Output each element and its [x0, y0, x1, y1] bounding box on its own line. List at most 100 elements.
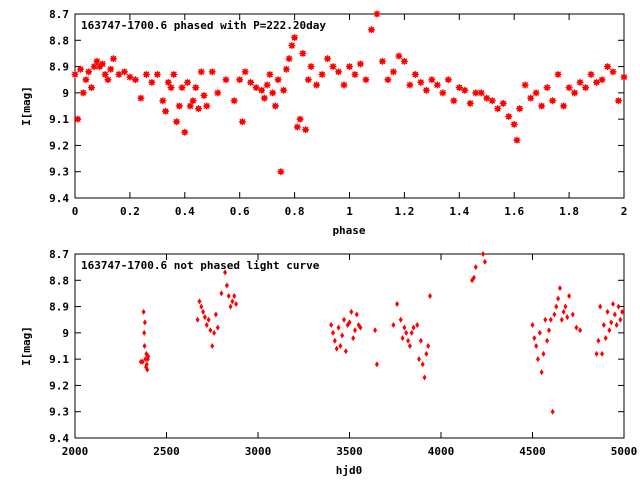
data-point: [422, 86, 430, 94]
data-point: [532, 89, 540, 97]
data-point: [539, 369, 544, 376]
data-point: [313, 81, 321, 89]
data-point: [415, 321, 420, 328]
data-point: [444, 76, 452, 84]
data-point: [230, 298, 235, 305]
data-point: [400, 335, 405, 342]
data-point: [236, 76, 244, 84]
data-point: [384, 76, 392, 84]
data-point: [549, 97, 557, 105]
y-tick-label: 9.1: [49, 113, 69, 126]
data-point: [260, 94, 268, 102]
data-point: [418, 337, 423, 344]
data-point: [204, 321, 209, 328]
data-point: [199, 303, 204, 310]
data-point: [513, 136, 521, 144]
data-point: [400, 57, 408, 65]
data-point: [336, 324, 341, 331]
data-point: [340, 332, 345, 339]
data-point: [143, 356, 148, 363]
data-point: [614, 321, 619, 328]
data-point: [142, 319, 147, 326]
data-point: [426, 343, 431, 349]
data-point: [499, 99, 507, 107]
data-point: [215, 324, 220, 331]
x-tick-label: 0.6: [230, 205, 250, 218]
data-point: [202, 314, 207, 321]
data-point: [604, 63, 612, 71]
data-point: [472, 89, 480, 97]
data-point: [571, 89, 579, 97]
data-point: [563, 303, 568, 310]
data-point: [557, 285, 562, 292]
data-point: [277, 168, 285, 176]
data-point: [428, 293, 433, 300]
data-point: [274, 76, 282, 84]
data-point: [189, 97, 197, 105]
data-point: [541, 350, 546, 357]
data-point: [338, 343, 343, 349]
data-point: [620, 308, 625, 315]
y-tick-label: 9: [62, 87, 69, 100]
data-point: [354, 311, 359, 318]
data-point: [601, 321, 606, 328]
data-point: [424, 350, 429, 357]
data-point: [137, 94, 145, 102]
axis-ticks: 2000 2500 3000 3500 4000 4500 5000 8.7 8.8 8.9 9 9.…: [49, 248, 637, 458]
data-point: [343, 348, 348, 355]
data-point: [210, 343, 215, 349]
data-point: [561, 308, 566, 315]
data-point: [428, 76, 436, 84]
x-tick-label: 1.8: [559, 205, 579, 218]
data-point: [609, 319, 614, 326]
data-points: [138, 251, 625, 415]
data-point: [206, 316, 211, 323]
data-point: [142, 343, 147, 349]
y-axis-label: I[mag]: [20, 86, 33, 126]
data-point: [226, 293, 231, 300]
data-point: [548, 316, 553, 323]
y-axis-label: I[mag]: [20, 326, 33, 366]
data-point: [570, 311, 575, 318]
data-point: [527, 94, 535, 102]
data-point: [439, 89, 447, 97]
data-point: [203, 102, 211, 110]
x-tick-label: 2000: [62, 445, 89, 458]
y-tick-label: 9.2: [49, 379, 69, 392]
y-tick-label: 8.8: [49, 274, 69, 287]
data-point: [607, 327, 612, 334]
x-tick-label: 4500: [519, 445, 546, 458]
data-point: [505, 113, 513, 121]
data-point: [120, 68, 128, 76]
data-point: [574, 324, 579, 331]
data-point: [543, 316, 548, 323]
data-point: [417, 356, 422, 363]
x-axis-label: phase: [332, 224, 365, 237]
data-point: [76, 65, 84, 73]
data-point: [167, 84, 175, 92]
data-point: [200, 91, 208, 99]
data-point: [332, 337, 337, 344]
chart-title: 163747-1700.6 not phased light curve: [81, 259, 320, 272]
data-point: [164, 78, 172, 86]
data-point: [302, 126, 310, 134]
data-point: [433, 81, 441, 89]
data-point: [181, 128, 189, 136]
data-point: [219, 290, 224, 297]
data-point: [461, 86, 469, 94]
data-point: [140, 358, 145, 365]
x-tick-label: 1.4: [449, 205, 469, 218]
data-point: [482, 258, 487, 265]
data-point: [175, 102, 183, 110]
data-point: [373, 327, 378, 334]
data-point: [620, 73, 628, 81]
data-point: [71, 70, 79, 78]
data-point: [556, 295, 561, 302]
data-point: [510, 120, 518, 128]
data-point: [398, 316, 403, 323]
data-point: [473, 264, 478, 271]
data-point: [271, 102, 279, 110]
data-point: [411, 70, 419, 78]
data-point: [173, 118, 181, 126]
x-tick-label: 2: [621, 205, 628, 218]
